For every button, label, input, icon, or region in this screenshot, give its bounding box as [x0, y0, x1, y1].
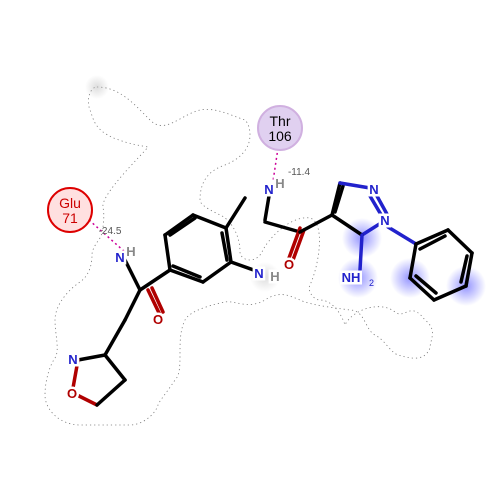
- glow-6: [85, 75, 109, 99]
- atom-label: N: [254, 266, 263, 281]
- residue-name: Thr: [270, 113, 291, 129]
- atom-label: N: [68, 352, 77, 367]
- atom-label: NH: [342, 270, 361, 285]
- residue-labels: Glu71 Thr106: [48, 106, 302, 232]
- atom-label: O: [153, 312, 163, 327]
- bond: [165, 235, 170, 270]
- hbond-distance: -24.5: [99, 226, 122, 237]
- atom-label: O: [67, 386, 77, 401]
- atom-label: H: [275, 176, 284, 191]
- residue-name: Glu: [59, 195, 81, 211]
- bond: [226, 198, 245, 228]
- bond: [165, 215, 193, 235]
- bond: [105, 320, 125, 355]
- atom-label: N: [115, 250, 124, 265]
- molecular-diagram: Glu71Thr106 NNHHOONNOONNHHNNHHOONNNNNHNH…: [0, 0, 500, 500]
- atom-label: O: [284, 257, 294, 272]
- bond: [125, 260, 140, 290]
- atom-subscript: 2: [369, 278, 374, 288]
- residue-number: 71: [62, 210, 78, 226]
- bond: [140, 270, 170, 290]
- atom-label: N: [380, 213, 389, 228]
- bond: [265, 222, 300, 232]
- hbond-distance: -11.4: [288, 167, 310, 178]
- residue-number: 106: [268, 128, 292, 144]
- bond: [78, 355, 105, 360]
- atom-label: H: [126, 244, 135, 259]
- bond: [97, 380, 125, 405]
- bond: [340, 183, 370, 188]
- bond: [193, 215, 226, 228]
- bond: [105, 355, 125, 380]
- atom-label: H: [270, 269, 279, 284]
- atom-label: N: [369, 182, 378, 197]
- binding-surface-contour: [45, 87, 432, 425]
- atom-label: N: [264, 182, 273, 197]
- bond: [388, 227, 416, 244]
- bond: [360, 235, 362, 270]
- bond: [125, 290, 140, 320]
- bond: [203, 262, 231, 282]
- bond: [300, 215, 332, 232]
- bond: [448, 230, 472, 253]
